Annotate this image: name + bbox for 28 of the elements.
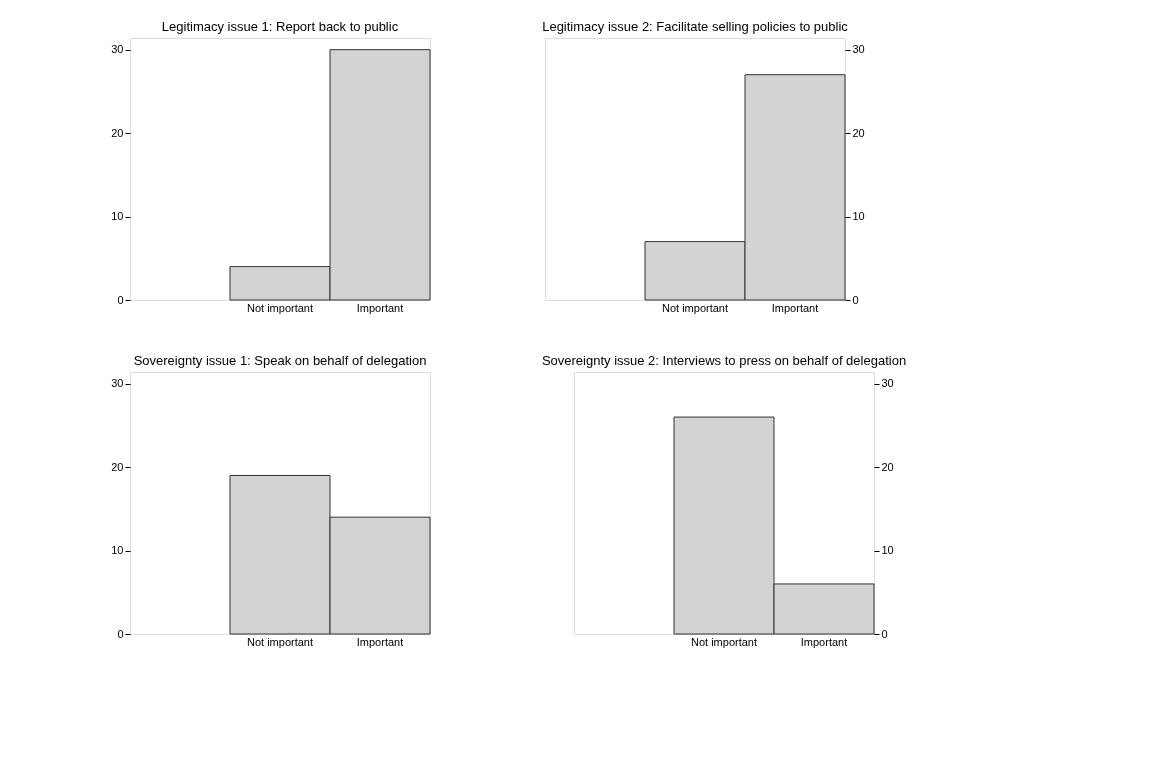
chart-title: Legitimacy issue 2: Facilitate selling policies to public [542,19,849,34]
x-tick-label: Not important [690,635,758,648]
y-tick-label: 10 [852,210,865,223]
y-tick-label: 10 [881,544,894,557]
x-tick-label: Not important [246,635,314,648]
y-tick-label: 20 [111,460,124,473]
y-tick-label: 30 [111,43,124,56]
y-tick-label: 30 [111,377,124,390]
x-tick-label: Important [800,635,848,648]
chart-title: Legitimacy issue 1: Report back to public [161,19,399,34]
x-tick-label: Important [356,301,404,314]
y-tick-label: 0 [117,627,124,640]
y-tick-label: 20 [111,126,124,139]
y-tick-label: 0 [881,627,888,640]
y-tick-label: 20 [852,126,865,139]
x-tick-label: Important [771,301,819,314]
x-tick-label: Important [356,635,404,648]
y-tick-label: 0 [852,293,859,306]
chart-title: Sovereignty issue 2: Interviews to press on behalf of delegation [541,353,907,368]
y-tick-label: 20 [881,460,894,473]
y-tick-label: 30 [881,377,894,390]
y-tick-label: 10 [111,210,124,223]
x-tick-label: Not important [246,301,314,314]
x-tick-label: Not important [661,301,729,314]
y-tick-label: 10 [111,544,124,557]
y-tick-label: 30 [852,43,865,56]
chart-title: Sovereignty issue 1: Speak on behalf of delegation [133,353,427,368]
y-tick-label: 0 [117,293,124,306]
